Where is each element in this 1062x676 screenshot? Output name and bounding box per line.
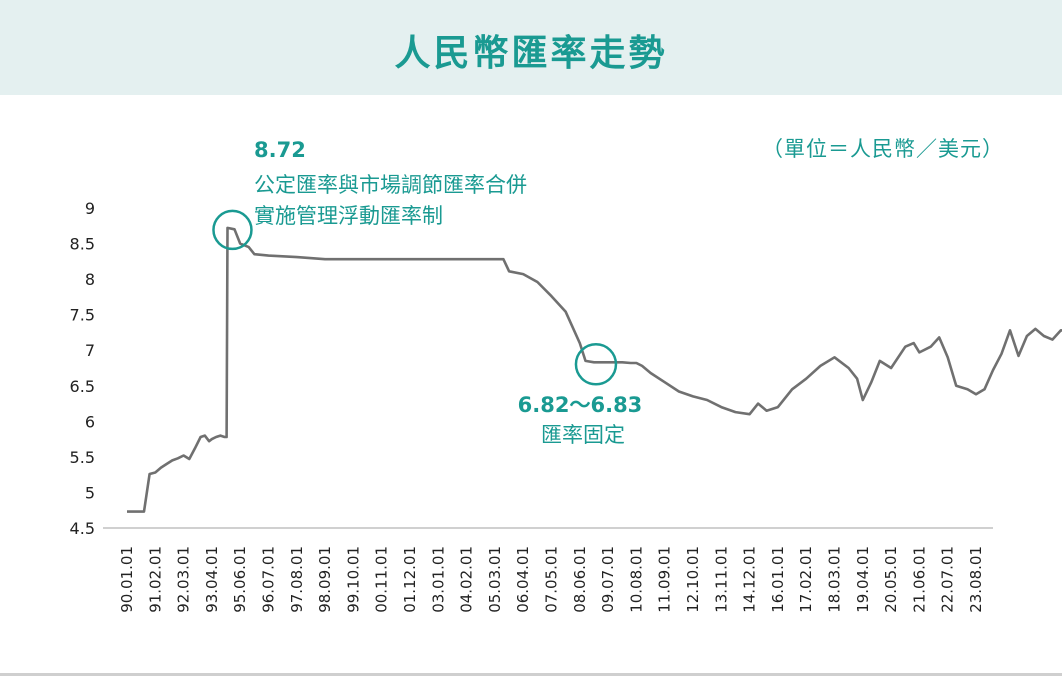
series-line xyxy=(127,226,1062,513)
x-tick-label: 06.04.01 xyxy=(514,546,532,613)
x-tick-label: 99.10.01 xyxy=(344,546,362,613)
x-tick-label: 08.06.01 xyxy=(571,546,589,613)
x-tick-label: 13.11.01 xyxy=(712,546,730,613)
y-tick-label: 4.5 xyxy=(70,519,95,538)
y-tick-label: 9 xyxy=(85,199,95,218)
y-tick-label: 5.5 xyxy=(70,448,95,467)
x-tick-label: 10.08.01 xyxy=(627,546,645,613)
x-tick-label: 21.06.01 xyxy=(910,546,928,613)
bottom-divider xyxy=(0,673,1062,676)
y-tick-label: 8 xyxy=(85,270,95,289)
x-tick-label: 98.09.01 xyxy=(316,546,334,613)
y-tick-label: 7 xyxy=(85,341,95,360)
x-tick-label: 07.05.01 xyxy=(543,546,561,613)
annotation-circle xyxy=(574,343,618,386)
annotation-text: 實施管理浮動匯率制 xyxy=(254,204,443,228)
x-tick-label: 23.08.01 xyxy=(967,546,985,613)
x-tick-label: 14.12.01 xyxy=(741,546,759,613)
x-tick-label: 00.11.01 xyxy=(373,546,391,613)
x-tick-label: 20.05.01 xyxy=(882,546,900,613)
x-tick-label: 09.07.01 xyxy=(599,546,617,613)
x-tick-label: 96.07.01 xyxy=(260,546,278,613)
x-tick-label: 90.01.01 xyxy=(118,546,136,613)
x-tick-label: 97.08.01 xyxy=(288,546,306,613)
x-tick-label: 93.04.01 xyxy=(203,546,221,613)
x-tick-label: 91.02.01 xyxy=(146,546,164,613)
x-tick-label: 18.03.01 xyxy=(826,546,844,613)
x-tick-label: 11.09.01 xyxy=(656,546,674,613)
x-tick-label: 12.10.01 xyxy=(684,546,702,613)
x-tick-label: 05.03.01 xyxy=(486,546,504,613)
title-banner: 人民幣匯率走勢 xyxy=(0,0,1062,95)
annotation-circle xyxy=(212,209,253,251)
annotation-text: 匯率固定 xyxy=(541,423,625,447)
y-tick-label: 6.5 xyxy=(70,377,95,396)
y-tick-label: 6 xyxy=(85,412,95,431)
unit-label: （單位＝人民幣／美元） xyxy=(762,137,1004,161)
x-tick-label: 04.02.01 xyxy=(458,546,476,613)
annotation-text: 公定匯率與市場調節匯率合併 xyxy=(254,173,527,197)
x-tick-label: 92.03.01 xyxy=(175,546,193,613)
x-tick-label: 03.01.01 xyxy=(429,546,447,613)
x-tick-label: 16.01.01 xyxy=(769,546,787,613)
x-tick-label: 17.02.01 xyxy=(797,546,815,613)
x-tick-label: 22.07.01 xyxy=(939,546,957,613)
x-tick-label: 95.06.01 xyxy=(231,546,249,613)
page-title: 人民幣匯率走勢 xyxy=(394,33,668,74)
x-tick-label: 01.12.01 xyxy=(401,546,419,613)
annotation-value: 6.82～6.83 xyxy=(518,393,643,417)
annotation-value: 8.72 xyxy=(254,138,306,162)
y-tick-label: 5 xyxy=(85,483,95,502)
y-tick-label: 7.5 xyxy=(70,306,95,325)
x-tick-label: 19.04.01 xyxy=(854,546,872,613)
y-tick-label: 8.5 xyxy=(70,235,95,254)
